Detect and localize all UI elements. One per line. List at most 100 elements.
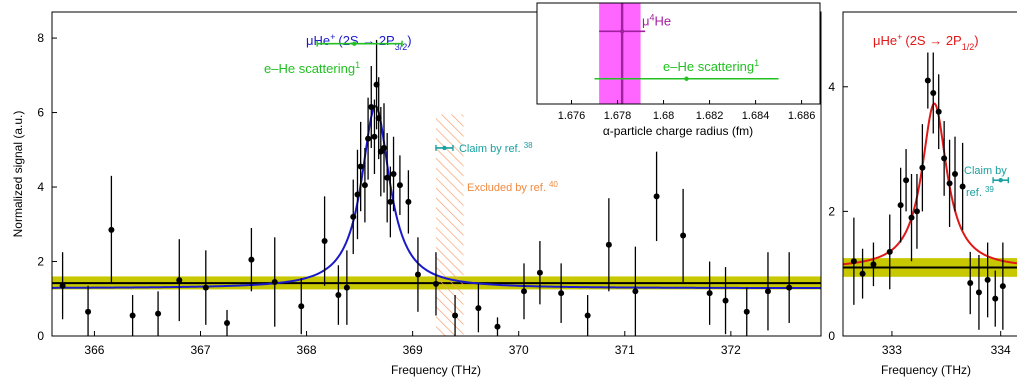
data-point (452, 295, 459, 336)
data-marker (405, 198, 412, 205)
data-point (414, 237, 421, 312)
data-marker (992, 295, 999, 302)
x-tick-label: 366 (84, 343, 104, 357)
data-marker (632, 288, 639, 295)
data-marker (368, 103, 375, 110)
data-marker (959, 183, 966, 190)
data-marker (706, 290, 713, 297)
inset-label-rest: He (655, 13, 672, 28)
inset-label-sup: 4 (650, 12, 655, 22)
data-marker (764, 288, 771, 295)
main-y-axis: 0 2 4 6 8 (37, 31, 57, 343)
data-marker (396, 182, 403, 189)
x-tick-label: 1.678 (604, 110, 632, 122)
data-marker (903, 177, 910, 184)
data-point (706, 261, 713, 325)
data-marker (59, 282, 66, 289)
data-marker (494, 323, 501, 330)
scattering-label: e–He scattering1 (264, 60, 360, 76)
y-tick-label: 6 (37, 106, 44, 120)
data-point (390, 136, 397, 212)
x-tick-label: 333 (882, 343, 902, 357)
inset-entry-label: μ4He (642, 12, 671, 28)
inset-marker (684, 76, 689, 81)
data-marker (271, 279, 278, 285)
main-frame (51, 11, 822, 337)
data-marker (680, 232, 687, 239)
data-marker (387, 198, 394, 205)
data-point (908, 174, 915, 262)
inset-frame (536, 2, 821, 105)
y-tick-label: 0 (37, 329, 44, 343)
inset-x-axis-label: α-particle charge radius (fm) (603, 124, 753, 138)
data-marker (176, 277, 183, 284)
inset-marker (619, 29, 625, 34)
inset-entry: e–He scattering1 (594, 58, 779, 81)
excluded-label: Excluded by ref. 40 (467, 180, 558, 195)
data-point (405, 170, 412, 234)
claim-label-ref: 38 (524, 140, 533, 149)
main-x-axis-label: Frequency (THz) (391, 363, 481, 377)
data-marker (321, 238, 328, 245)
data-point (930, 52, 937, 134)
data-marker (350, 213, 357, 220)
data-point (975, 255, 982, 330)
inset-content: μ4He e–He scattering1 (594, 3, 779, 104)
data-point (343, 250, 350, 325)
data-marker (354, 191, 361, 198)
data-point (680, 188, 687, 282)
data-point (357, 121, 364, 212)
x-tick-label: 1.676 (558, 110, 586, 122)
data-point (350, 179, 357, 255)
data-point (129, 295, 136, 336)
data-marker (558, 290, 565, 297)
main-excluded-region (435, 114, 464, 337)
data-point (886, 214, 893, 290)
x-tick-label: 371 (615, 343, 635, 357)
data-point (396, 155, 403, 215)
excluded-region-hatch (435, 114, 464, 337)
data-marker (946, 180, 953, 187)
right-x-axis: 333 334 (882, 331, 1011, 357)
y-tick-label: 0 (828, 329, 835, 343)
claim-marker (442, 145, 447, 151)
data-point (59, 252, 66, 320)
fit-label-prefix: μHe (306, 33, 330, 48)
data-marker (390, 171, 397, 177)
y-tick-label: 2 (828, 204, 835, 218)
right-annotations: μHe+ (2S → 2P1/2) Claim by ref. 39 (873, 32, 1009, 200)
data-point (85, 285, 92, 336)
scattering-marker (352, 41, 357, 46)
data-marker (475, 305, 482, 312)
x-tick-label: 369 (403, 343, 423, 357)
data-point (653, 151, 660, 242)
data-point (224, 309, 231, 336)
data-point (764, 252, 771, 331)
inset-band (599, 3, 641, 104)
data-marker (984, 276, 991, 283)
right-frame (842, 11, 1017, 337)
data-point (935, 74, 942, 150)
data-marker (129, 312, 136, 319)
data-marker (605, 241, 612, 248)
data-marker (886, 248, 893, 255)
data-point (605, 198, 612, 292)
data-point (368, 66, 375, 148)
data-marker (743, 308, 750, 315)
excluded-label-text: Excluded by ref. (467, 182, 549, 194)
x-tick-label: 368 (297, 343, 317, 357)
inset-label-text: e–He scattering (663, 59, 754, 74)
data-marker (361, 182, 368, 189)
data-marker (919, 164, 926, 171)
inset-entry: μ4He (599, 12, 671, 34)
data-marker (913, 208, 920, 215)
claim-label-line2: ref. 39 (966, 185, 994, 200)
fit-label-close: ) (407, 33, 411, 48)
data-point (632, 246, 639, 336)
data-point (387, 166, 394, 238)
claim-label-text: ref. (966, 187, 985, 199)
data-point (380, 103, 387, 193)
data-point (984, 242, 991, 318)
data-point (992, 270, 999, 327)
